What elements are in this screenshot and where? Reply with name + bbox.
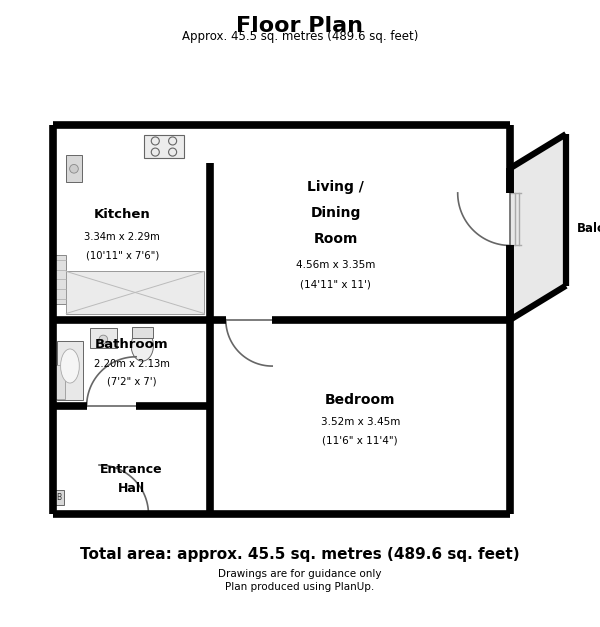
Bar <box>66 271 204 314</box>
Text: Total area: approx. 45.5 sq. metres (489.6 sq. feet): Total area: approx. 45.5 sq. metres (489… <box>80 547 520 562</box>
Circle shape <box>99 335 107 344</box>
Text: Dining: Dining <box>310 206 361 219</box>
Polygon shape <box>510 134 566 320</box>
Text: Room: Room <box>313 231 358 246</box>
Text: Approx. 45.5 sq. metres (489.6 sq. feet): Approx. 45.5 sq. metres (489.6 sq. feet) <box>182 30 418 43</box>
Bar <box>132 327 153 338</box>
Text: Drawings are for guidance only: Drawings are for guidance only <box>218 569 382 579</box>
Text: Hall: Hall <box>118 482 145 495</box>
Ellipse shape <box>61 349 79 383</box>
Text: Bedroom: Bedroom <box>325 393 395 407</box>
Bar <box>90 329 117 348</box>
Polygon shape <box>53 406 211 515</box>
Bar <box>57 341 83 400</box>
Text: 3.52m x 3.45m: 3.52m x 3.45m <box>320 417 400 427</box>
Ellipse shape <box>131 330 154 361</box>
Text: Living /: Living / <box>307 180 364 194</box>
Bar <box>144 135 184 158</box>
Polygon shape <box>211 320 510 515</box>
Text: Kitchen: Kitchen <box>94 208 151 221</box>
Text: 2.20m x 2.13m: 2.20m x 2.13m <box>94 359 169 369</box>
Text: Plan produced using PlanUp.: Plan produced using PlanUp. <box>226 582 374 592</box>
Text: (7'2" x 7'): (7'2" x 7') <box>107 377 156 386</box>
Text: 3.34m x 2.29m: 3.34m x 2.29m <box>85 233 160 243</box>
Text: Bathroom: Bathroom <box>95 338 168 351</box>
Text: B: B <box>56 493 61 502</box>
Polygon shape <box>53 320 211 406</box>
Text: (11'6" x 11'4"): (11'6" x 11'4") <box>322 436 398 446</box>
Text: Entrance: Entrance <box>100 463 163 477</box>
Circle shape <box>70 164 78 173</box>
Text: 4.56m x 3.35m: 4.56m x 3.35m <box>296 260 375 270</box>
Polygon shape <box>211 125 510 320</box>
Bar <box>66 155 82 182</box>
Bar <box>54 490 64 505</box>
Bar <box>55 365 65 399</box>
Text: Balcony: Balcony <box>577 222 600 235</box>
Polygon shape <box>53 125 211 320</box>
Bar <box>55 255 65 304</box>
Text: Floor Plan: Floor Plan <box>236 16 364 36</box>
Text: (14'11" x 11'): (14'11" x 11') <box>300 280 371 290</box>
Text: (10'11" x 7'6"): (10'11" x 7'6") <box>86 251 159 261</box>
